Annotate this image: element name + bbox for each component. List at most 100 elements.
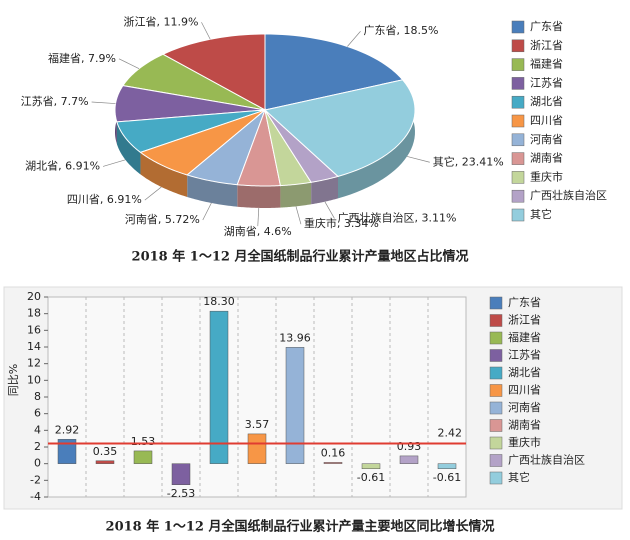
leader-line <box>144 186 162 201</box>
y-tick-label: 10 <box>27 373 41 386</box>
legend-swatch <box>489 419 503 432</box>
slice-label: 重庆市, 3.34% <box>304 216 379 230</box>
bar-value-label: 13.96 <box>279 331 311 344</box>
bar <box>437 463 457 469</box>
pie-slice <box>116 109 266 153</box>
legend-swatch <box>511 77 525 90</box>
y-tick-label: -2 <box>30 473 41 486</box>
reference-label: 2.42 <box>438 427 463 440</box>
bar <box>57 439 77 464</box>
pie-slice <box>263 79 416 177</box>
legend-label: 重庆市 <box>508 435 541 449</box>
leader-line <box>91 101 116 104</box>
legend-swatch <box>511 208 525 222</box>
legend-swatch <box>489 296 503 310</box>
legend-label: 河南省 <box>530 133 563 146</box>
bar-value-label: 0.35 <box>93 445 118 458</box>
legend-swatch <box>489 401 503 415</box>
pie-slice <box>186 108 267 186</box>
legend-label: 广西壮族自治区 <box>508 453 585 467</box>
bar-value-label: 18.30 <box>203 295 235 308</box>
y-tick-label: 14 <box>27 340 41 353</box>
y-tick-label: -4 <box>30 490 41 503</box>
legend-swatch <box>511 152 525 165</box>
legend-label: 广东省 <box>508 296 541 309</box>
y-tick-label: 16 <box>27 323 41 336</box>
y-tick-label: 2 <box>34 440 41 453</box>
leader-line <box>257 207 260 227</box>
leader-line <box>406 156 430 163</box>
leader-line <box>295 206 302 225</box>
legend-label: 湖北省 <box>508 366 541 379</box>
leader-line <box>202 202 212 221</box>
bar <box>285 347 305 464</box>
legend-label: 其它 <box>508 470 530 484</box>
pie-slice <box>264 109 340 183</box>
pie-slice <box>122 53 266 111</box>
legend-label: 四川省 <box>508 384 541 397</box>
legend-label: 福建省 <box>530 57 563 71</box>
slice-label: 浙江省, 11.9% <box>124 15 199 28</box>
legend-label: 河南省 <box>508 401 541 414</box>
legend-swatch <box>511 20 525 34</box>
legend-swatch <box>489 384 503 397</box>
legend-swatch <box>489 366 503 380</box>
slice-label: 广东省, 18.5% <box>364 24 439 37</box>
legend-swatch <box>511 39 525 53</box>
slice-label: 四川省, 6.91% <box>67 193 142 206</box>
bar-title: 2018 年 1～12 月全国纸制品行业累计产量主要地区同比增长情况 <box>106 519 495 535</box>
bar <box>247 433 267 464</box>
legend-label: 福建省 <box>508 330 541 344</box>
y-axis-label: 同比% <box>7 364 20 396</box>
slice-label: 湖南省, 4.6% <box>224 225 292 238</box>
legend-swatch <box>489 349 503 362</box>
slice-side <box>311 176 339 205</box>
legend-label: 浙江省 <box>508 314 541 327</box>
slice-side <box>237 184 281 208</box>
bar-value-label: -2.53 <box>167 487 195 500</box>
bar <box>323 462 343 464</box>
bar <box>133 450 153 464</box>
bar-value-label: -0.61 <box>433 471 461 484</box>
leader-line <box>201 22 211 40</box>
slice-label: 广西壮族自治区, 3.11% <box>337 210 456 224</box>
pie-slice <box>139 109 266 176</box>
legend-swatch <box>511 189 525 203</box>
bar-value-label: 2.92 <box>55 423 80 436</box>
legend-swatch <box>511 95 525 109</box>
legend-swatch <box>489 314 503 327</box>
bar-value-label: 0.16 <box>321 446 346 459</box>
legend-label: 湖南省 <box>508 419 541 432</box>
bar <box>171 463 191 485</box>
legend-swatch <box>489 331 503 345</box>
legend-swatch <box>489 454 503 467</box>
y-tick-label: 18 <box>27 307 41 320</box>
bar-value-label: 3.57 <box>245 418 270 431</box>
pie-slice <box>264 33 404 111</box>
y-tick-label: 12 <box>27 357 41 370</box>
bar <box>209 310 229 464</box>
leader-line <box>118 58 140 69</box>
legend-label: 广西壮族自治区 <box>530 188 607 202</box>
legend-label: 江苏省 <box>530 76 563 89</box>
slice-label: 福建省, 7.9% <box>48 51 116 65</box>
slice-side <box>187 174 238 207</box>
legend-swatch <box>511 171 525 184</box>
pie-title: 2018 年 1～12 月全国纸制品行业累计产量地区占比情况 <box>132 249 469 265</box>
bar-value-label: -0.61 <box>357 471 385 484</box>
slice-label: 其它, 23.41% <box>433 154 504 168</box>
legend-swatch <box>489 436 503 450</box>
pie-slice <box>161 33 266 111</box>
y-tick-label: 8 <box>34 390 41 403</box>
bar-value-label: 0.93 <box>397 440 422 453</box>
legend-swatch <box>489 471 503 485</box>
y-tick-label: 20 <box>27 290 41 303</box>
slice-side <box>338 79 415 199</box>
legend-label: 浙江省 <box>530 39 563 52</box>
legend-label: 重庆市 <box>530 169 563 183</box>
leader-line <box>324 201 335 219</box>
slice-label: 河南省, 5.72% <box>125 213 200 226</box>
bar <box>399 455 419 464</box>
plot-area <box>47 296 467 498</box>
